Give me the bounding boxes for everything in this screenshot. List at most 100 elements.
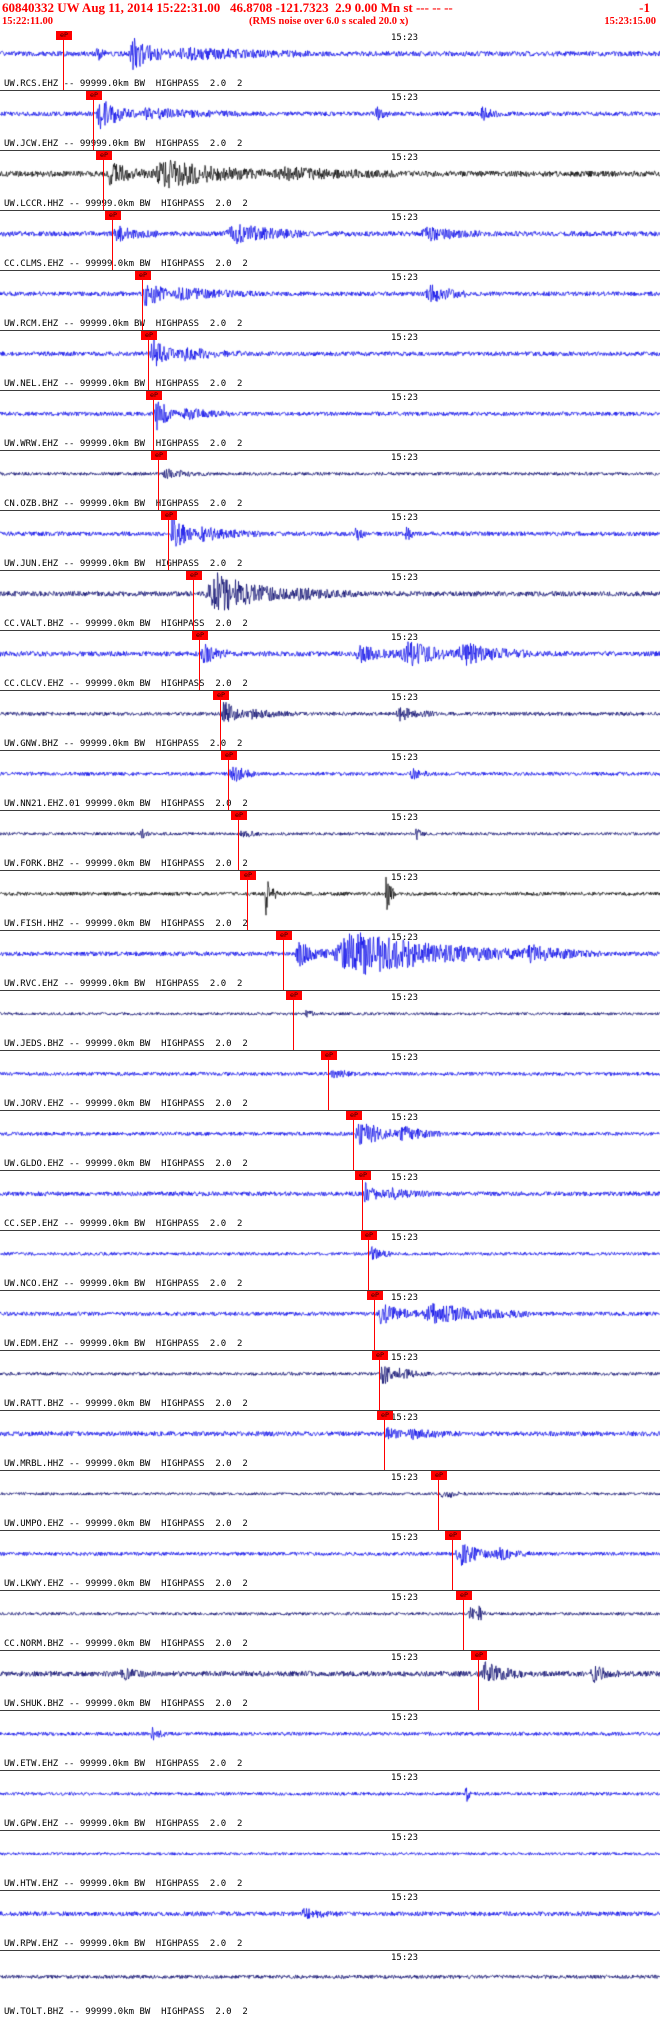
pick-flag-jorv[interactable]: eP: [321, 1051, 337, 1060]
pick-marker-rcm[interactable]: eP: [135, 271, 151, 330]
waveform-edm[interactable]: [0, 1291, 660, 1351]
pick-flag-clcv[interactable]: eP: [192, 631, 208, 640]
pick-flag-rcs[interactable]: eP: [56, 31, 72, 40]
waveform-rcs[interactable]: [0, 31, 660, 91]
time-tick-label: 15:23: [391, 1953, 419, 1963]
waveform-clcv[interactable]: [0, 631, 660, 691]
waveform-norm[interactable]: [0, 1591, 660, 1651]
pick-flag-jeds[interactable]: eP: [286, 991, 302, 1000]
trace-label-lccr: UW.LCCR.HHZ -- 99999.0km BW HIGHPASS 2.0…: [4, 199, 248, 209]
pick-marker-wrw[interactable]: eP: [146, 391, 162, 450]
waveform-valt[interactable]: [0, 571, 660, 631]
pick-marker-lkwy[interactable]: eP: [445, 1531, 461, 1590]
pick-marker-jcw[interactable]: eP: [86, 91, 102, 150]
waveform-rcm[interactable]: [0, 271, 660, 331]
pick-marker-jorv[interactable]: eP: [321, 1051, 337, 1110]
trace-row-clms: 15:23 CC.CLMS.EHZ -- 99999.0km BW HIGHPAS…: [0, 211, 660, 271]
waveform-htw[interactable]: [0, 1831, 660, 1891]
pick-marker-clcv[interactable]: eP: [192, 631, 208, 690]
pick-flag-edm[interactable]: eP: [367, 1291, 383, 1300]
pick-flag-sep[interactable]: eP: [355, 1171, 371, 1180]
pick-marker-nco[interactable]: eP: [361, 1231, 377, 1290]
waveform-jeds[interactable]: [0, 991, 660, 1051]
pick-marker-valt[interactable]: eP: [186, 571, 202, 630]
pick-marker-jeds[interactable]: eP: [286, 991, 302, 1050]
waveform-jun[interactable]: [0, 511, 660, 571]
pick-marker-rcs[interactable]: eP: [56, 31, 72, 90]
time-tick-label: 15:23: [391, 873, 419, 883]
waveform-gpw[interactable]: [0, 1771, 660, 1831]
trace-label-lkwy: UW.LKWY.EHZ -- 99999.0km BW HIGHPASS 2.0…: [4, 1579, 248, 1589]
pick-flag-lkwy[interactable]: eP: [445, 1531, 461, 1540]
waveform-lccr[interactable]: [0, 151, 660, 211]
waveform-shuk[interactable]: [0, 1651, 660, 1711]
waveform-nn21[interactable]: [0, 751, 660, 811]
pick-marker-ozb[interactable]: eP: [151, 451, 167, 510]
pick-flag-mrbl[interactable]: eP: [377, 1411, 393, 1420]
pick-marker-fish[interactable]: eP: [240, 871, 256, 930]
pick-flag-umpo[interactable]: eP: [431, 1471, 447, 1480]
pick-flag-jcw[interactable]: eP: [86, 91, 102, 100]
trace-row-valt: 15:23 CC.VALT.BHZ -- 99999.0km BW HIGHPAS…: [0, 571, 660, 631]
pick-flag-gnw[interactable]: eP: [213, 691, 229, 700]
pick-marker-nn21[interactable]: eP: [221, 751, 237, 810]
pick-marker-sep[interactable]: eP: [355, 1171, 371, 1230]
waveform-rvc[interactable]: [0, 931, 660, 991]
pick-marker-fork[interactable]: eP: [231, 811, 247, 870]
pick-flag-rvc[interactable]: eP: [276, 931, 292, 940]
trace-label-clms: CC.CLMS.EHZ -- 99999.0km BW HIGHPASS 2.0…: [4, 259, 248, 269]
pick-flag-nco[interactable]: eP: [361, 1231, 377, 1240]
pick-flag-gldo[interactable]: eP: [346, 1111, 362, 1120]
waveform-fork[interactable]: [0, 811, 660, 871]
pick-flag-shuk[interactable]: eP: [471, 1651, 487, 1660]
waveform-umpo[interactable]: [0, 1471, 660, 1531]
pick-flag-fork[interactable]: eP: [231, 811, 247, 820]
waveform-gldo[interactable]: [0, 1111, 660, 1171]
pick-flag-nel[interactable]: eP: [141, 331, 157, 340]
pick-marker-lccr[interactable]: eP: [96, 151, 112, 210]
pick-marker-nel[interactable]: eP: [141, 331, 157, 390]
waveform-lkwy[interactable]: [0, 1531, 660, 1591]
waveform-nel[interactable]: [0, 331, 660, 391]
waveform-fish[interactable]: [0, 871, 660, 931]
pick-marker-umpo[interactable]: eP: [431, 1471, 447, 1530]
pick-marker-rvc[interactable]: eP: [276, 931, 292, 990]
waveform-ozb[interactable]: [0, 451, 660, 511]
pick-flag-fish[interactable]: eP: [240, 871, 256, 880]
pick-flag-norm[interactable]: eP: [456, 1591, 472, 1600]
waveform-nco[interactable]: [0, 1231, 660, 1291]
waveform-mrbl[interactable]: [0, 1411, 660, 1471]
pick-marker-norm[interactable]: eP: [456, 1591, 472, 1650]
pick-marker-edm[interactable]: eP: [367, 1291, 383, 1350]
waveform-jcw[interactable]: [0, 91, 660, 151]
pick-marker-gnw[interactable]: eP: [213, 691, 229, 750]
pick-flag-ozb[interactable]: eP: [151, 451, 167, 460]
trace-label-valt: CC.VALT.BHZ -- 99999.0km BW HIGHPASS 2.0…: [4, 619, 248, 629]
pick-marker-clms[interactable]: eP: [105, 211, 121, 270]
pick-flag-jun[interactable]: eP: [161, 511, 177, 520]
pick-flag-nn21[interactable]: eP: [221, 751, 237, 760]
waveform-clms[interactable]: [0, 211, 660, 271]
pick-flag-ratt[interactable]: eP: [372, 1351, 388, 1360]
pick-marker-jun[interactable]: eP: [161, 511, 177, 570]
trace-row-rpw: 15:23 UW.RPW.EHZ -- 99999.0km BW HIGHPASS…: [0, 1891, 660, 1951]
pick-flag-lccr[interactable]: eP: [96, 151, 112, 160]
waveform-rpw[interactable]: [0, 1891, 660, 1951]
pick-marker-mrbl[interactable]: eP: [377, 1411, 393, 1470]
pick-flag-valt[interactable]: eP: [186, 571, 202, 580]
waveform-gnw[interactable]: [0, 691, 660, 751]
pick-marker-shuk[interactable]: eP: [471, 1651, 487, 1710]
time-tick-label: 15:23: [391, 93, 419, 103]
waveform-ratt[interactable]: [0, 1351, 660, 1411]
pick-marker-ratt[interactable]: eP: [372, 1351, 388, 1410]
trace-row-tolt: 15:23 UW.TOLT.BHZ -- 99999.0km BW HIGHPAS…: [0, 1951, 660, 2018]
waveform-etw[interactable]: [0, 1711, 660, 1771]
pick-marker-gldo[interactable]: eP: [346, 1111, 362, 1170]
waveform-jorv[interactable]: [0, 1051, 660, 1111]
pick-flag-clms[interactable]: eP: [105, 211, 121, 220]
pick-flag-rcm[interactable]: eP: [135, 271, 151, 280]
waveform-sep[interactable]: [0, 1171, 660, 1231]
waveform-tolt[interactable]: [0, 1951, 660, 2018]
waveform-wrw[interactable]: [0, 391, 660, 451]
pick-flag-wrw[interactable]: eP: [146, 391, 162, 400]
